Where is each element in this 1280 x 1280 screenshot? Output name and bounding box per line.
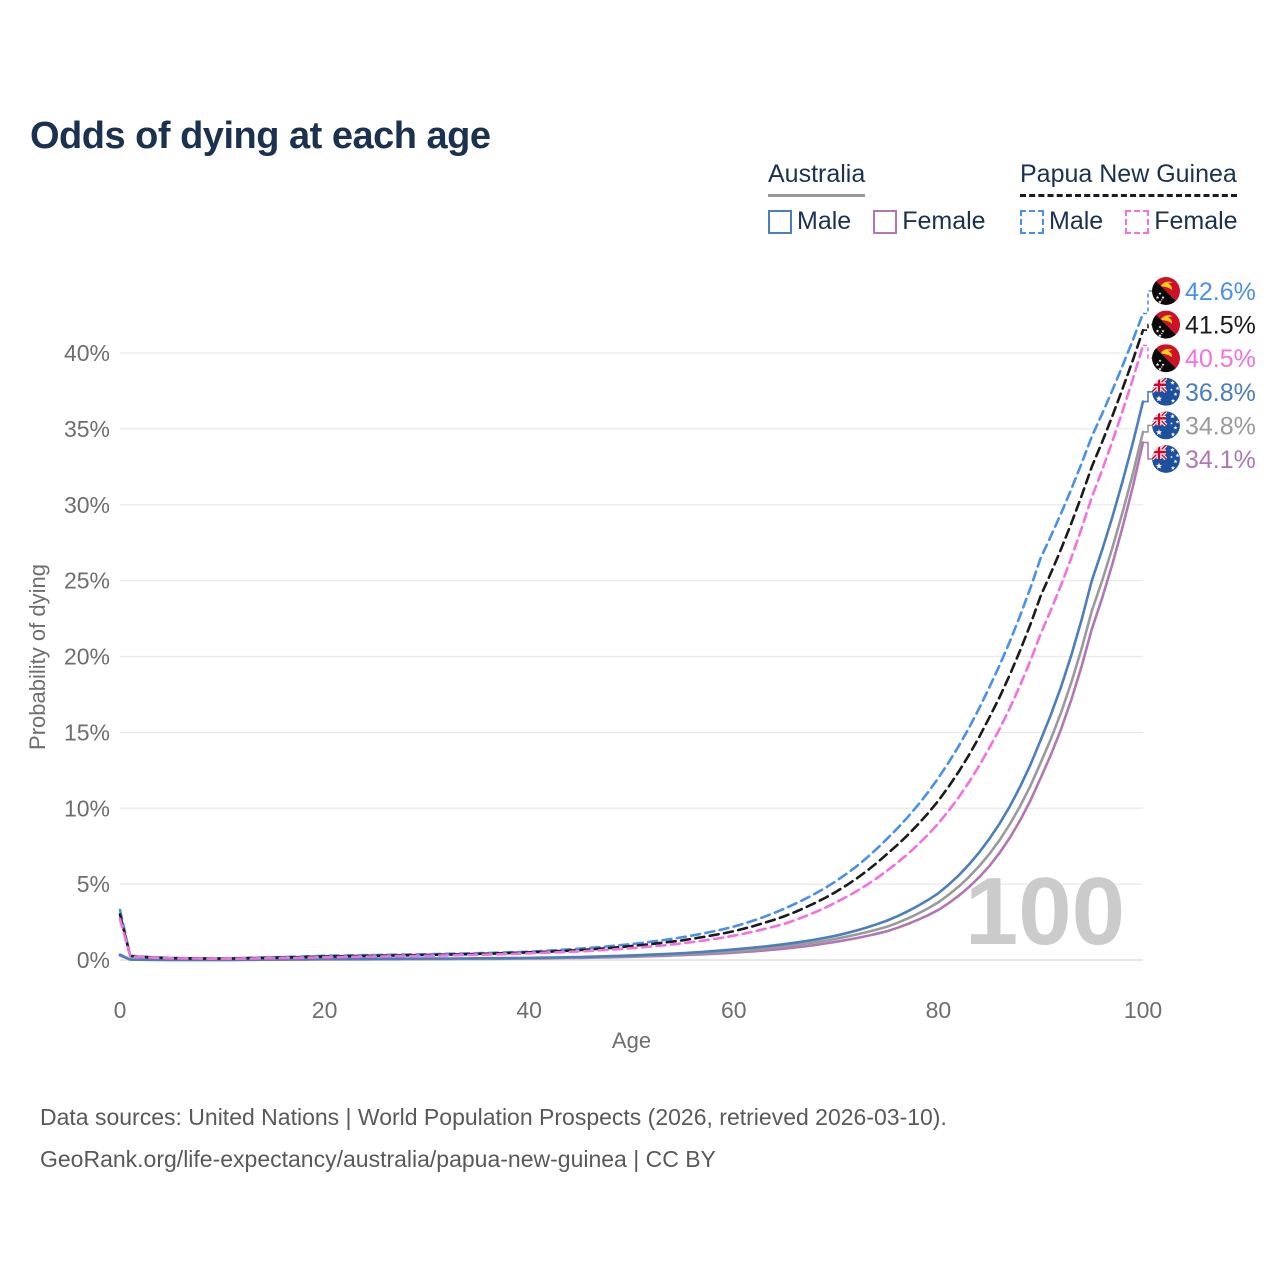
australia-flag-icon [1152,377,1180,406]
y-tick-label: 10% [64,795,110,821]
series-line-australia-male [118,400,1145,962]
y-tick-label: 30% [64,492,110,518]
legend-item-png-female[interactable]: Female [1125,207,1238,236]
label-connector [1143,424,1153,433]
end-value-label: 41.5% [1185,312,1256,340]
end-value-label: 34.1% [1185,446,1256,474]
australia-flag-icon [1152,411,1180,440]
legend-item-png-male[interactable]: Male [1020,207,1103,236]
y-tick-label: 35% [64,416,110,442]
legend-label: Male [797,207,852,235]
label-connector [1143,441,1153,460]
legend-items-australia: Male Female [768,207,986,236]
y-tick-label: 40% [64,340,110,366]
papua-new-guinea-flag-icon [1152,344,1180,373]
data-source-text: Data sources: United Nations | World Pop… [40,1104,947,1130]
png-male-swatch-icon [1020,209,1044,234]
x-tick-label: 80 [926,997,952,1023]
legend-group-papua-new-guinea: Papua New Guinea Male Female [1020,160,1238,236]
label-connector [1143,323,1153,331]
x-tick-label: 60 [721,997,747,1023]
x-tick-label: 40 [516,997,542,1023]
footer: Data sources: United Nations | World Pop… [40,1096,947,1180]
y-tick-label: 15% [64,719,110,745]
legend-header-australia: Australia [768,160,866,197]
age-watermark: 100 [965,858,1125,965]
y-tick-label: 20% [64,644,110,670]
attribution-text: GeoRank.org/life-expectancy/australia/pa… [40,1146,716,1172]
legend-items-papua-new-guinea: Male Female [1020,207,1238,236]
end-value-label: 42.6% [1185,278,1256,306]
legend-item-australia-male[interactable]: Male [768,207,851,236]
end-value-label: 36.8% [1185,379,1256,407]
x-tick-label: 100 [1124,997,1162,1023]
label-connector [1143,290,1153,315]
australia-male-swatch-icon [768,209,792,234]
png-female-swatch-icon [1125,209,1150,234]
label-connector [1143,391,1153,403]
page-title: Odds of dying at each age [30,115,491,158]
series-line-papua-new-guinea-female [118,344,1145,961]
legend-header-papua-new-guinea: Papua New Guinea [1020,160,1237,197]
legend-label: Female [1154,207,1238,235]
x-axis-title: Age [612,1028,651,1053]
y-tick-label: 25% [64,568,110,594]
papua-new-guinea-flag-icon [1152,277,1180,305]
legend-item-australia-female[interactable]: Female [873,207,986,236]
y-axis-title: Probability of dying [25,564,50,750]
label-connector [1143,344,1153,359]
y-tick-label: 0% [77,947,110,973]
legend-label: Male [1049,207,1104,235]
end-value-label: 34.8% [1185,412,1256,440]
end-value-label: 40.5% [1185,345,1256,373]
legend-group-australia: Australia Male Female [768,160,986,236]
series-line-papua-new-guinea-both-sexes [118,328,1145,960]
x-tick-label: 0 [114,997,127,1023]
australia-flag-icon [1152,445,1180,473]
australia-female-swatch-icon [873,209,898,234]
y-tick-label: 5% [77,871,110,897]
x-tick-label: 20 [312,997,338,1023]
papua-new-guinea-flag-icon [1152,310,1180,339]
legend-label: Female [902,207,986,235]
